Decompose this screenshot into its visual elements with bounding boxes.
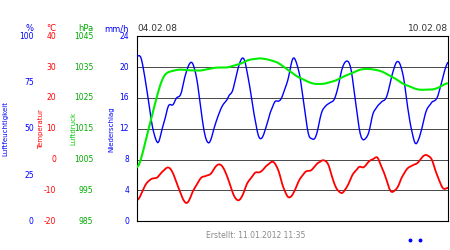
Text: hPa: hPa bbox=[78, 24, 93, 33]
Text: 12: 12 bbox=[120, 124, 129, 133]
Text: %: % bbox=[26, 24, 34, 33]
Text: 50: 50 bbox=[24, 124, 34, 133]
Text: 75: 75 bbox=[24, 78, 34, 87]
Text: 1005: 1005 bbox=[74, 155, 93, 164]
Text: 8: 8 bbox=[124, 155, 129, 164]
Text: 0: 0 bbox=[29, 217, 34, 226]
Text: 10: 10 bbox=[47, 124, 56, 133]
Text: °C: °C bbox=[46, 24, 56, 33]
Text: 24: 24 bbox=[119, 32, 129, 41]
Text: 1015: 1015 bbox=[74, 124, 93, 133]
Text: -10: -10 bbox=[44, 186, 56, 195]
Text: 4: 4 bbox=[124, 186, 129, 195]
Text: Niederschlag: Niederschlag bbox=[108, 106, 114, 152]
Text: 20: 20 bbox=[47, 94, 56, 102]
Text: Luftdruck: Luftdruck bbox=[71, 112, 77, 145]
Text: Luftfeuchtigkeit: Luftfeuchtigkeit bbox=[3, 101, 9, 156]
Text: 100: 100 bbox=[19, 32, 34, 41]
Text: 0: 0 bbox=[51, 155, 56, 164]
Text: 30: 30 bbox=[46, 62, 56, 72]
Text: 10.02.08: 10.02.08 bbox=[408, 24, 448, 34]
Text: 20: 20 bbox=[119, 62, 129, 72]
Text: 995: 995 bbox=[79, 186, 93, 195]
Text: 04.02.08: 04.02.08 bbox=[137, 24, 177, 34]
Text: 1035: 1035 bbox=[74, 62, 93, 72]
Text: mm/h: mm/h bbox=[104, 24, 129, 33]
Text: 985: 985 bbox=[79, 217, 93, 226]
Text: 1025: 1025 bbox=[74, 94, 93, 102]
Text: 40: 40 bbox=[46, 32, 56, 41]
Text: 16: 16 bbox=[119, 94, 129, 102]
Text: 25: 25 bbox=[24, 170, 34, 179]
Text: 0: 0 bbox=[124, 217, 129, 226]
Text: Erstellt: 11.01.2012 11:35: Erstellt: 11.01.2012 11:35 bbox=[206, 231, 305, 240]
Text: Temperatur: Temperatur bbox=[38, 109, 44, 149]
Text: -20: -20 bbox=[44, 217, 56, 226]
Text: 1045: 1045 bbox=[74, 32, 93, 41]
